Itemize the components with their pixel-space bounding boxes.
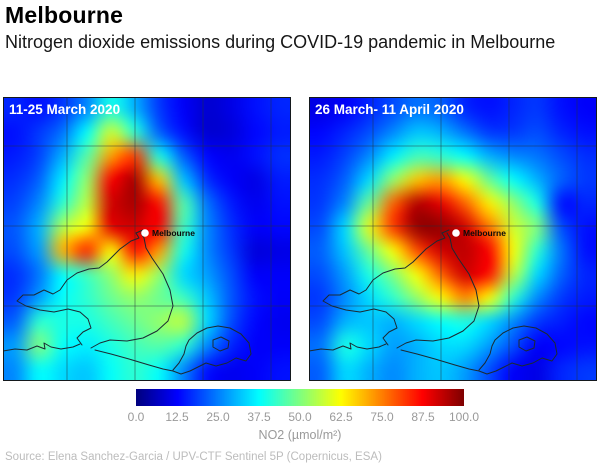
page-title: Melbourne bbox=[5, 2, 124, 28]
colorbar-tick: 87.5 bbox=[411, 410, 435, 424]
map-panel-left: Melbourne 11-25 March 2020 bbox=[3, 97, 291, 381]
colorbar-tick: 0.0 bbox=[127, 410, 145, 424]
coastline-path bbox=[3, 229, 252, 375]
coastline-path bbox=[309, 229, 558, 375]
colorbar-axis-label: NO2 (µmol/m²) bbox=[258, 428, 342, 442]
map-panel-right: Melbourne 26 March- 11 April 2020 bbox=[309, 97, 597, 381]
map-panels: Melbourne 11-25 March 2020 Melbourne 26 … bbox=[3, 97, 597, 381]
colorbar-tick: 75.0 bbox=[370, 410, 394, 424]
melbourne-marker-label: Melbourne bbox=[463, 228, 506, 238]
panel-border bbox=[309, 97, 597, 381]
colorbar-tick: 25.0 bbox=[206, 410, 230, 424]
grid-lines bbox=[309, 97, 597, 381]
colorbar-tick: 37.5 bbox=[247, 410, 271, 424]
grid-lines bbox=[3, 97, 291, 381]
colorbar-gradient-canvas bbox=[136, 389, 464, 406]
melbourne-marker-dot bbox=[141, 229, 149, 237]
heatmap-canvas-left bbox=[3, 97, 291, 381]
colorbar-tick: 12.5 bbox=[165, 410, 189, 424]
colorbar-ticks: 0.0 12.5 25.0 37.5 50.0 62.5 75.0 87.5 100.0 bbox=[128, 410, 479, 425]
panel-border bbox=[3, 97, 291, 381]
heatmap-canvas-right bbox=[309, 97, 597, 381]
source-attribution: Source: Elena Sanchez-Garcia / UPV-CTF S… bbox=[5, 451, 382, 463]
map-overlay-left: Melbourne 11-25 March 2020 bbox=[3, 97, 291, 381]
colorbar-tick: 62.5 bbox=[329, 410, 353, 424]
page-subtitle: Nitrogen dioxide emissions during COVID-… bbox=[5, 32, 556, 52]
colorbar-tick: 100.0 bbox=[448, 410, 480, 424]
colorbar: 0.0 12.5 25.0 37.5 50.0 62.5 75.0 87.5 100.0 NO2… bbox=[128, 389, 479, 442]
panel-date-label-right: 26 March- 11 April 2020 bbox=[315, 102, 464, 117]
map-overlay-right: Melbourne 26 March- 11 April 2020 bbox=[309, 97, 597, 381]
melbourne-marker-label: Melbourne bbox=[152, 228, 195, 238]
melbourne-marker-dot bbox=[452, 229, 460, 237]
panel-date-label-left: 11-25 March 2020 bbox=[9, 102, 120, 117]
colorbar-tick: 50.0 bbox=[288, 410, 312, 424]
